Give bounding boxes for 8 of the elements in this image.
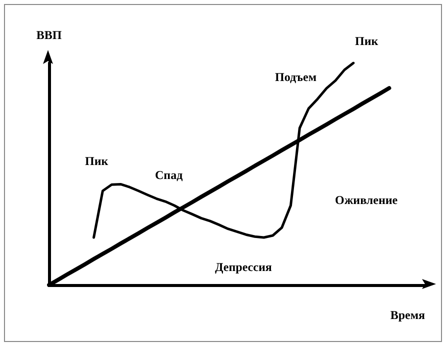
annotation: Оживление	[335, 193, 398, 207]
annotation: Депрессия	[215, 260, 272, 274]
y-axis-title: ВВП	[36, 28, 62, 42]
text: Пик	[355, 34, 378, 48]
annotation: Пик	[85, 154, 108, 168]
x-axis-title: Время	[390, 308, 426, 322]
annotation: Спад	[155, 168, 183, 182]
annotation: Подъем	[275, 70, 317, 84]
